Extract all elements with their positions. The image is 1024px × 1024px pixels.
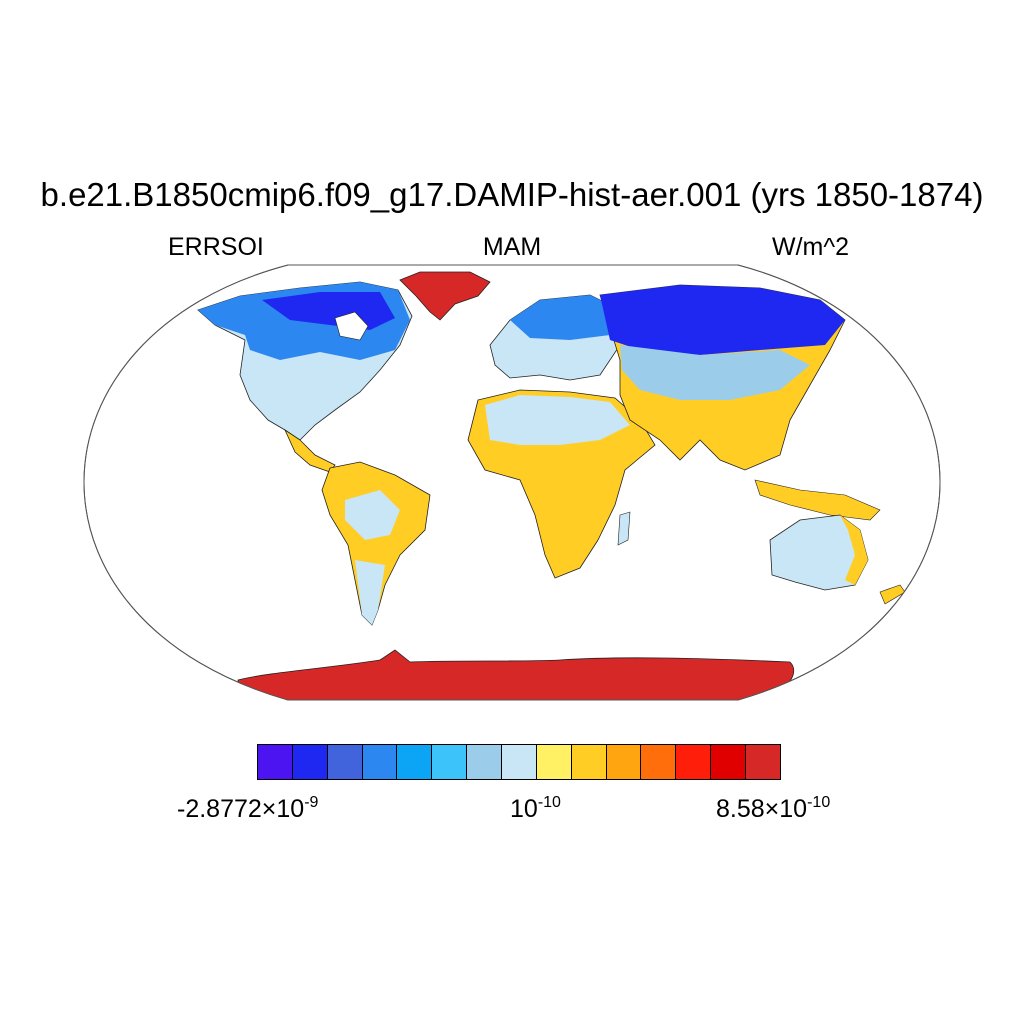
colorbar-box-0 <box>258 745 293 779</box>
colorbar-box-8 <box>536 745 572 779</box>
colorbar-box-7 <box>502 745 537 779</box>
colorbar <box>257 744 781 780</box>
variable-label: ERRSOI <box>168 233 264 261</box>
season-label: MAM <box>482 233 542 261</box>
colorbar-min-label: -2.8772×10-9 <box>177 794 319 823</box>
greenland-region <box>399 271 491 321</box>
europe-north <box>510 295 620 340</box>
colorbar-mid-label: 10-10 <box>510 794 561 823</box>
sahara-region <box>485 395 630 445</box>
australia-coast <box>840 515 868 585</box>
colorbar-box-5 <box>432 745 468 779</box>
central-asia-region <box>620 345 810 400</box>
antarctica-region <box>237 649 795 700</box>
south-america-interior <box>345 490 400 540</box>
colorbar-box-9 <box>571 745 607 779</box>
colorbar-box-2 <box>327 745 363 779</box>
colorbar-box-12 <box>676 745 712 779</box>
map-outline <box>83 264 941 701</box>
colorbar-box-11 <box>641 745 677 779</box>
siberia-region <box>600 285 845 355</box>
colorbar-box-1 <box>292 745 328 779</box>
south-america-south <box>355 560 385 625</box>
colorbar-box-10 <box>606 745 642 779</box>
colorbar-max-label: 8.58×10-10 <box>716 794 831 823</box>
plot-title: b.e21.B1850cmip6.f09_g17.DAMIP-hist-aer.… <box>40 176 984 213</box>
colorbar-box-4 <box>397 745 433 779</box>
colorbar-box-6 <box>467 745 503 779</box>
units-label: W/m^2 <box>772 233 850 261</box>
madagascar <box>617 511 631 546</box>
hudson-bay <box>334 311 369 341</box>
colorbar-box-14 <box>746 745 780 779</box>
southeast-asia-islands <box>754 479 881 521</box>
colorbar-box-3 <box>362 745 398 779</box>
colorbar-box-13 <box>711 745 747 779</box>
